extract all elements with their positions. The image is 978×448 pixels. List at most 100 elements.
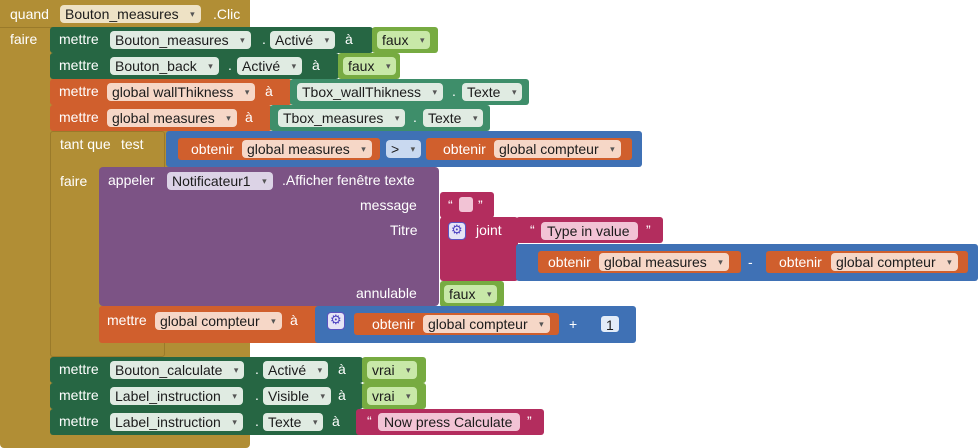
set-keyword: mettre [59, 361, 99, 377]
chevron-down-icon: ▾ [233, 365, 239, 375]
chevron-down-icon: ▾ [472, 113, 478, 123]
boolean-dropdown[interactable]: vrai ▾ [367, 387, 417, 405]
boolean-label: vrai [372, 388, 395, 404]
property-dropdown[interactable]: Activé ▾ [237, 57, 303, 75]
variable-dropdown[interactable]: global compteur ▾ [494, 140, 621, 158]
variable-dropdown[interactable]: global wallThikness ▾ [107, 83, 256, 101]
chevron-down-icon: ▾ [511, 87, 517, 97]
boolean-label: vrai [372, 362, 395, 378]
set-keyword: mettre [59, 387, 99, 403]
boolean-dropdown[interactable]: faux ▾ [377, 31, 431, 49]
property-label: Texte [428, 110, 462, 126]
operator-label: - [748, 254, 753, 270]
message-param-label: message [360, 197, 417, 213]
dot-separator: . [255, 387, 259, 403]
empty-text-field[interactable] [459, 197, 473, 212]
property-dropdown[interactable]: Activé ▾ [270, 31, 336, 49]
variable-dropdown[interactable]: global measures ▾ [599, 253, 729, 271]
chevron-down-icon: ▾ [419, 35, 425, 45]
boolean-label: faux [382, 32, 409, 48]
set-keyword: mettre [107, 312, 147, 328]
component-dropdown[interactable]: Label_instruction ▾ [110, 387, 243, 405]
set-keyword: mettre [59, 83, 99, 99]
to-label: à [345, 31, 353, 47]
component-dropdown[interactable]: Label_instruction ▾ [110, 413, 243, 431]
variable-dropdown[interactable]: global compteur ▾ [155, 312, 282, 330]
boolean-label: faux [449, 286, 476, 302]
to-label: à [265, 83, 273, 99]
procedure-call-block[interactable] [99, 167, 439, 306]
chevron-down-icon: ▾ [410, 144, 416, 154]
event-component-label: Bouton_measures [65, 6, 179, 22]
variable-label: global compteur [160, 313, 260, 329]
to-label: à [332, 413, 340, 429]
variable-dropdown[interactable]: global compteur ▾ [831, 253, 958, 271]
component-dropdown[interactable]: Tbox_measures ▾ [278, 109, 406, 127]
title-param-label: Titre [390, 222, 418, 238]
dot-separator: . [452, 83, 456, 99]
text-field[interactable]: Type in value [541, 222, 638, 240]
set-keyword: mettre [59, 413, 99, 429]
set-keyword: mettre [59, 31, 99, 47]
while-keyword: tant que [60, 136, 111, 152]
gear-icon[interactable] [327, 312, 345, 330]
chevron-down-icon: ▾ [240, 35, 245, 45]
chevron-down-icon: ▾ [361, 144, 366, 154]
component-dropdown[interactable]: Tbox_wallThikness ▾ [297, 83, 444, 101]
chevron-down-icon: ▾ [324, 35, 330, 45]
chevron-down-icon: ▾ [394, 113, 400, 123]
chevron-down-icon: ▾ [947, 257, 952, 267]
variable-dropdown[interactable]: global compteur ▾ [423, 315, 550, 333]
component-label: Label_instruction [115, 414, 221, 430]
property-label: Activé [275, 32, 314, 48]
chevron-down-icon: ▾ [406, 365, 411, 375]
boolean-dropdown[interactable]: faux ▾ [343, 57, 397, 75]
set-keyword: mettre [59, 57, 99, 73]
chevron-down-icon: ▾ [718, 257, 723, 267]
component-dropdown[interactable]: Bouton_measures ▾ [110, 31, 251, 49]
component-dropdown[interactable]: Notificateur1 ▾ [167, 172, 273, 190]
event-component-dropdown[interactable]: Bouton_measures ▾ [60, 5, 201, 23]
to-label: à [338, 387, 346, 403]
variable-dropdown[interactable]: global measures ▾ [242, 140, 372, 158]
property-dropdown[interactable]: Visible ▾ [263, 387, 331, 405]
chevron-down-icon: ▾ [312, 417, 318, 427]
boolean-dropdown[interactable]: vrai ▾ [367, 361, 417, 379]
boolean-label: faux [348, 58, 375, 74]
property-label: Visible [268, 388, 309, 404]
call-keyword: appeler [108, 172, 155, 188]
chevron-down-icon: ▾ [190, 9, 195, 19]
method-label: .Afficher fenêtre texte [282, 172, 415, 188]
operator-label: > [391, 141, 400, 157]
boolean-dropdown[interactable]: faux ▾ [444, 285, 498, 303]
to-label: à [338, 361, 346, 377]
component-label: Notificateur1 [172, 173, 251, 189]
component-dropdown[interactable]: Bouton_calculate ▾ [110, 361, 245, 379]
chevron-down-icon: ▾ [320, 391, 325, 401]
chevron-down-icon: ▾ [317, 365, 323, 375]
while-test-label: test [121, 136, 144, 152]
operator-label: + [569, 316, 578, 332]
chevron-down-icon: ▾ [208, 61, 213, 71]
to-label: à [312, 57, 320, 73]
text-field[interactable]: Now press Calculate [378, 413, 521, 431]
cancelable-param-label: annulable [356, 285, 417, 301]
operator-dropdown[interactable]: > ▾ [386, 140, 422, 158]
quote-close: ” [646, 222, 651, 238]
gear-icon[interactable] [448, 222, 466, 240]
variable-dropdown[interactable]: global measures ▾ [107, 109, 237, 127]
variable-label: global compteur [499, 141, 599, 157]
number-field[interactable]: 1 [600, 315, 620, 333]
property-dropdown[interactable]: Texte ▾ [263, 413, 324, 431]
variable-label: global compteur [836, 254, 936, 270]
property-dropdown[interactable]: Activé ▾ [263, 361, 329, 379]
quote-close: ” [478, 197, 483, 213]
quote-open: “ [367, 413, 372, 429]
property-dropdown[interactable]: Texte ▾ [423, 109, 484, 127]
event-keyword: quand [10, 6, 49, 22]
chevron-down-icon: ▾ [232, 417, 237, 427]
join-label: joint [476, 222, 502, 238]
component-dropdown[interactable]: Bouton_back ▾ [110, 57, 219, 75]
property-dropdown[interactable]: Texte ▾ [462, 83, 523, 101]
property-label: Texte [268, 414, 302, 430]
